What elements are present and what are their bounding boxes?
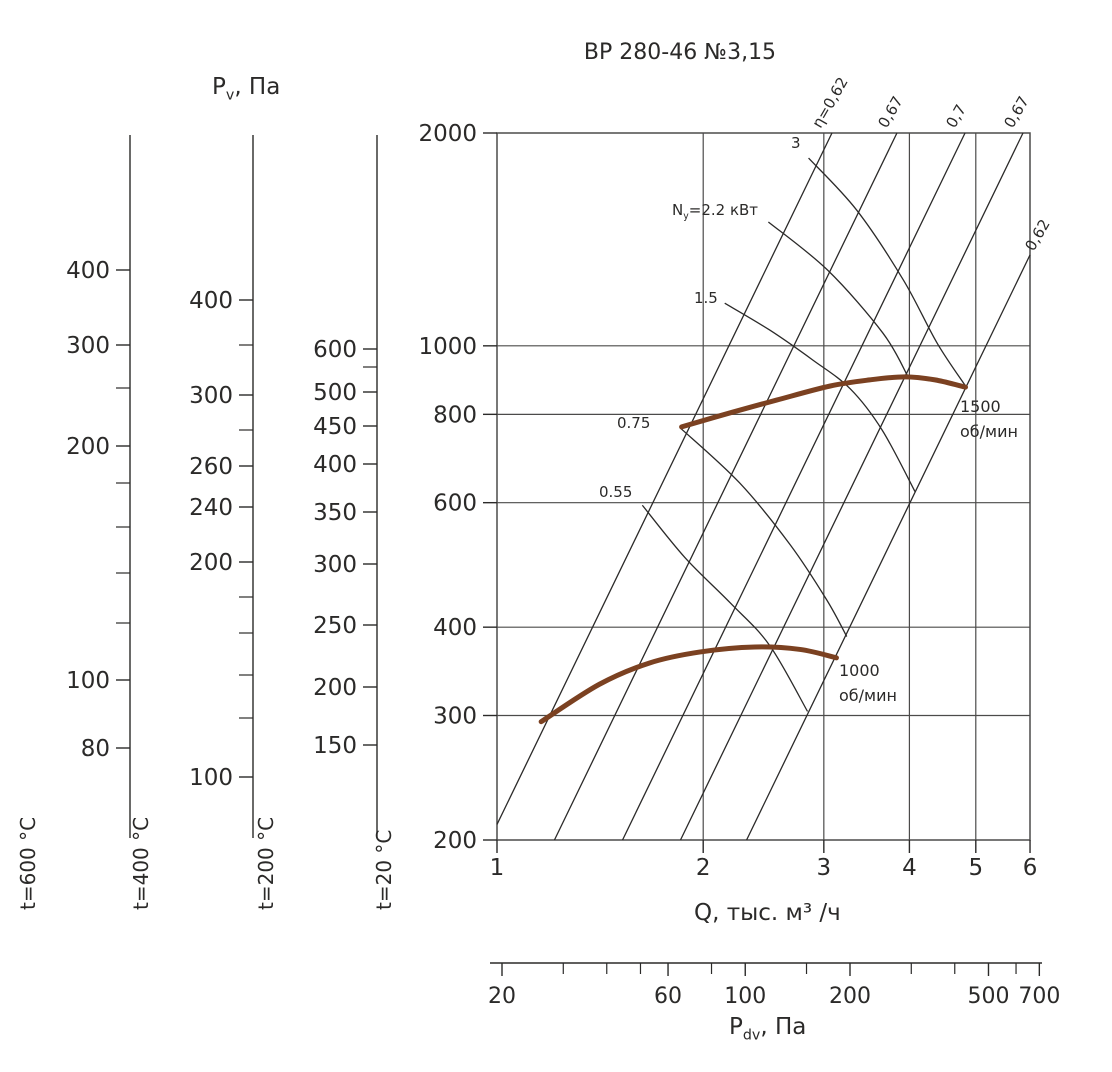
power-2_2-sub: у	[683, 211, 689, 222]
pdv-axis-tick-label: 60	[654, 984, 682, 1009]
temp-label-200: t=200 °C	[254, 816, 278, 910]
pdv-axis-tick-label: 100	[724, 984, 766, 1009]
power-2_2-rest: =2.2 кВт	[688, 201, 759, 219]
power-label-0_75kw: 0.75	[617, 414, 651, 432]
main-y-axis-tick-label: 600	[433, 491, 477, 517]
power-curve-1.5kw	[724, 302, 916, 493]
power-curve-0.75kw	[679, 427, 848, 637]
efficiency-line-3	[621, 132, 966, 841]
temp-label-400: t=400 °C	[129, 816, 153, 910]
main-y-axis-tick-label: 1000	[418, 334, 477, 360]
aux-axis-tick-label-t200: 300	[313, 552, 357, 578]
aux-axis-tick-label-t400: 100	[189, 765, 233, 791]
temp-label-600: t=600 °C	[16, 816, 40, 910]
efficiency-line-1	[496, 132, 833, 825]
pdv-axis-tick-label: 20	[488, 984, 516, 1009]
pv-axis-sub: v	[225, 87, 235, 104]
q-axis-title: Q, тыс. м³ /ч	[694, 900, 841, 926]
aux-axis-tick-label-t600: 300	[66, 333, 110, 359]
pdv-axis-unit: , Па	[760, 1014, 807, 1040]
rpm-label-1000: 1000 об/мин	[839, 658, 897, 708]
efficiency-line-4	[679, 132, 1024, 841]
power-label-1_5kw: 1.5	[694, 289, 718, 307]
power-curve-2.2kw	[767, 221, 909, 377]
fan-curve-1000rpm	[538, 644, 839, 725]
aux-axis-tick-label-t200: 500	[313, 380, 357, 406]
efficiency-line-2	[553, 132, 898, 841]
pdv-axis-tick-label: 200	[829, 984, 871, 1009]
x-axis-tick-label: 5	[968, 855, 983, 881]
aux-axis-tick-label-t200: 400	[313, 452, 357, 478]
main-y-axis-tick-label: 400	[433, 615, 477, 641]
fan-curve-1500rpm	[679, 374, 969, 430]
main-y-axis-tick-label: 800	[433, 402, 477, 428]
x-axis-tick-label: 3	[817, 855, 832, 881]
pv-axis-unit: , Па	[234, 74, 281, 100]
plot-frame	[496, 132, 1031, 841]
power-label-2_2kw: Nу=2.2 кВт	[672, 201, 758, 222]
pv-axis-title: Pv, Па	[212, 74, 280, 104]
aux-axis-tick-label-t400: 260	[189, 454, 233, 480]
aux-axis-tick-label-t200: 600	[313, 337, 357, 363]
pdv-axis-base: P	[729, 1014, 743, 1040]
temp-label-20: t=20 °C	[372, 829, 396, 910]
aux-axis-tick-label-t600: 200	[66, 434, 110, 460]
rpm-label-1500: 1500 об/мин	[960, 394, 1018, 444]
aux-axis-tick-label-t400: 240	[189, 495, 233, 521]
aux-axis-tick-label-t200: 450	[313, 414, 357, 440]
aux-axis-tick-label-t400: 400	[189, 288, 233, 314]
pdv-axis-tick-label: 700	[1018, 984, 1060, 1009]
rpm-1000-unit: об/мин	[839, 686, 897, 705]
power-curve-0.55kw	[641, 504, 809, 712]
rpm-1000-value: 1000	[839, 661, 880, 680]
x-axis-tick-label: 1	[490, 855, 505, 881]
main-y-axis-tick-label: 300	[433, 704, 477, 730]
pdv-axis-tick-label: 500	[967, 984, 1009, 1009]
rpm-1500-unit: об/мин	[960, 422, 1018, 441]
aux-axis-tick-label-t600: 400	[66, 258, 110, 284]
efficiency-line-5	[746, 254, 1031, 841]
aux-axis-tick-label-t600: 80	[81, 736, 110, 762]
aux-axis-tick-label-t400: 300	[189, 383, 233, 409]
power-curve-3kw	[808, 157, 967, 388]
chart-title: ВР 280-46 №3,15	[583, 40, 777, 65]
power-label-3kw: 3	[791, 134, 801, 152]
aux-axis-tick-label-t200: 150	[313, 733, 357, 759]
aux-axis-tick-label-t400: 200	[189, 550, 233, 576]
x-axis-tick-label: 6	[1023, 855, 1038, 881]
rpm-1500-value: 1500	[960, 397, 1001, 416]
x-axis-tick-label: 4	[902, 855, 917, 881]
main-y-axis-tick-label: 2000	[418, 121, 477, 147]
aux-axis-tick-label-t200: 250	[313, 613, 357, 639]
aux-axis-tick-label-t200: 200	[313, 675, 357, 701]
pv-axis-base: P	[212, 74, 226, 100]
aux-axis-tick-label-t600: 100	[66, 668, 110, 694]
power-2_2-base: N	[672, 201, 684, 219]
main-y-axis-tick-label: 200	[433, 828, 477, 854]
power-label-0_55kw: 0.55	[599, 483, 633, 501]
pdv-axis-title: Pdv, Па	[729, 1014, 806, 1044]
x-axis-tick-label: 2	[696, 855, 711, 881]
pdv-axis-sub: dv	[742, 1027, 761, 1044]
aux-axis-tick-label-t200: 350	[313, 500, 357, 526]
